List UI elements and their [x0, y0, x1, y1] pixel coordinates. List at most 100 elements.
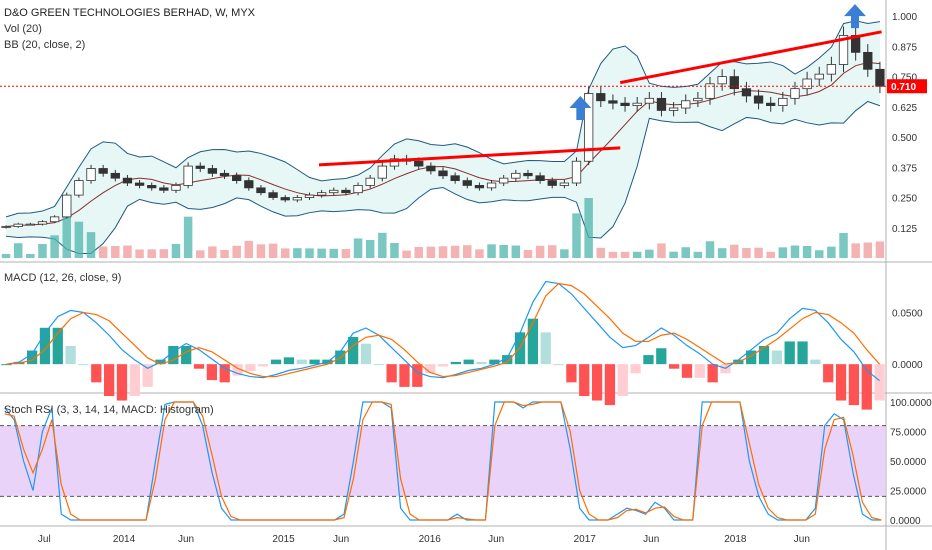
volume-bar	[86, 232, 96, 258]
main-y-tick: 0.750	[892, 73, 917, 84]
volume-bar	[572, 213, 581, 258]
candle-body	[74, 180, 84, 196]
macd-histogram-bar	[309, 359, 320, 365]
candle-body	[159, 187, 169, 191]
volume-bar	[414, 247, 423, 258]
volume-bar	[305, 248, 314, 258]
volume-bar	[13, 243, 23, 258]
x-tick-label: 2018	[724, 534, 747, 545]
stoch-rsi-panel: 100.0000 75.0000 50.0000 25.0000 0.0000 Stoc…	[0, 398, 932, 527]
stoch-y-tick: 100.0000	[890, 398, 932, 409]
main-y-tick: 0.625	[892, 103, 917, 114]
candle-body	[705, 83, 715, 99]
volume-bar	[632, 251, 642, 258]
x-tick-label: Jul	[38, 534, 51, 545]
macd-histogram-bar	[270, 359, 282, 365]
candle-body	[778, 97, 788, 107]
candle-body	[681, 100, 691, 109]
candle-body	[219, 172, 230, 177]
macd-title: MACD (12, 26, close, 9)	[4, 272, 121, 284]
volume-bar	[111, 246, 120, 258]
up-arrow-icon	[569, 96, 592, 121]
x-tick-label: Jun	[488, 534, 504, 545]
candle-body	[13, 223, 23, 227]
macd-histogram-bar	[296, 359, 307, 365]
candle-body	[547, 180, 557, 186]
candle-body	[474, 185, 485, 189]
volume-bar	[596, 247, 606, 258]
volume-bar	[341, 249, 351, 258]
volume-bar	[717, 248, 727, 258]
volume-bar	[1, 254, 11, 258]
volume-bar	[463, 245, 472, 258]
candle-body	[25, 223, 35, 226]
macd-histogram-bar	[245, 364, 256, 371]
stoch-band	[0, 425, 886, 497]
volume-bar	[98, 246, 108, 258]
volume-bar	[123, 245, 132, 258]
volume-bar	[681, 247, 690, 258]
candle-body	[766, 102, 776, 107]
volume-bar	[171, 244, 181, 258]
macd-histogram-bar	[373, 364, 384, 366]
main-y-tick: 0.375	[892, 163, 917, 174]
macd-histogram-bar	[502, 355, 513, 365]
volume-bar	[353, 238, 363, 258]
macd-histogram-bar	[681, 364, 693, 378]
volume-bar	[159, 249, 169, 258]
volume-bar	[268, 243, 278, 258]
candle-body	[365, 177, 375, 186]
macd-histogram-bar	[52, 327, 63, 365]
candle-body	[717, 76, 727, 85]
candle-body	[122, 177, 133, 184]
x-tick-label: Jun	[794, 534, 810, 545]
x-tick-label: Jun	[178, 534, 194, 545]
macd-histogram-bar	[232, 364, 243, 376]
candle-body	[426, 165, 436, 172]
stoch-y-axis: 100.0000 75.0000 50.0000 25.0000 0.0000	[890, 398, 932, 527]
main-y-axis: 1.000 0.875 0.750 0.625 0.500 0.375 0.250 0.125	[892, 12, 917, 235]
macd-histogram-bar	[116, 364, 128, 401]
macd-panel: 0.0500 0.0000 MACD (12, 26, close, 9)	[1, 272, 923, 410]
candle-body	[644, 97, 654, 104]
volume-bar	[402, 250, 411, 258]
stoch-y-tick: 50.0000	[890, 457, 927, 468]
x-tick-label: 2016	[419, 534, 442, 545]
macd-histogram-bar	[193, 364, 205, 369]
candle-body	[280, 197, 290, 201]
volume-bar	[730, 244, 739, 258]
volume-bar	[232, 245, 241, 258]
indicator-vol-label: Vol (20)	[4, 23, 42, 35]
candle-body	[292, 197, 303, 201]
volume-bar	[547, 245, 557, 258]
volume-bar	[754, 247, 763, 258]
macd-histogram-bar	[591, 364, 603, 401]
macd-histogram	[1, 318, 885, 410]
macd-histogram-bar	[476, 361, 487, 365]
macd-histogram-bar	[810, 359, 821, 365]
candle-body	[207, 168, 218, 174]
macd-y-tick: 0.0000	[892, 360, 923, 371]
macd-histogram-bar	[347, 336, 359, 365]
candle-body	[814, 73, 824, 80]
macd-histogram-bar	[643, 355, 654, 365]
main-panel-bg	[0, 0, 886, 262]
macd-histogram-bar	[463, 359, 474, 365]
macd-histogram-bar	[823, 364, 834, 383]
macd-histogram-bar	[450, 361, 461, 365]
candle-body	[414, 160, 424, 167]
main-y-tick: 0.875	[892, 42, 917, 53]
macd-histogram-bar	[604, 364, 616, 406]
main-y-tick: 1.000	[892, 12, 917, 23]
macd-histogram-bar	[874, 364, 885, 401]
candle-body	[826, 64, 837, 75]
indicator-bb-label: BB (20, close, 2)	[4, 39, 85, 51]
bb-fill	[6, 20, 880, 254]
volume-bar	[705, 241, 715, 258]
candle-body	[523, 172, 533, 177]
volume-bar	[450, 245, 460, 258]
candle-body	[49, 216, 60, 223]
volume-bar	[365, 240, 375, 258]
volume-bar	[535, 245, 545, 258]
